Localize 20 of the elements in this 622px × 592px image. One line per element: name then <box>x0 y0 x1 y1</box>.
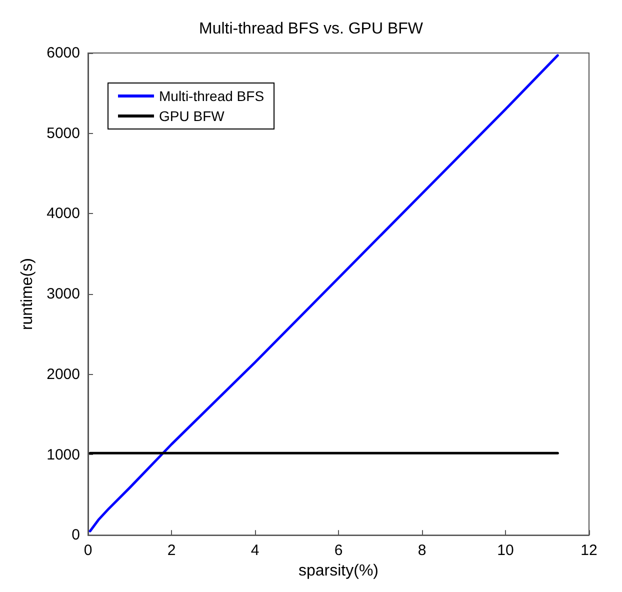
x-tick-label: 2 <box>167 542 176 560</box>
line-series <box>88 54 559 532</box>
y-tick-label: 4000 <box>46 205 80 222</box>
legend-label: GPU BFW <box>159 108 226 124</box>
x-axis-title: sparsity(%) <box>298 562 379 580</box>
legend-label: Multi-thread BFS <box>159 88 264 104</box>
y-tick-label: 3000 <box>46 286 80 303</box>
x-tick-label: 8 <box>418 542 426 560</box>
x-tick-label: 10 <box>497 542 514 560</box>
y-tick-label: 1000 <box>46 446 80 464</box>
y-tick-label: 2000 <box>46 366 80 383</box>
y-tick-label: 6000 <box>46 44 80 62</box>
y-tick-label: 5000 <box>46 124 80 142</box>
x-tick-label: 6 <box>334 542 343 560</box>
chart-title: Multi-thread BFS vs. GPU BFW <box>198 20 424 38</box>
y-tick-label: 0 <box>72 526 80 544</box>
x-tick-label: 0 <box>84 542 92 560</box>
y-axis-title: runtime(s) <box>19 258 36 330</box>
x-tick-label: 4 <box>250 542 260 560</box>
x-tick-label: 12 <box>580 542 598 560</box>
